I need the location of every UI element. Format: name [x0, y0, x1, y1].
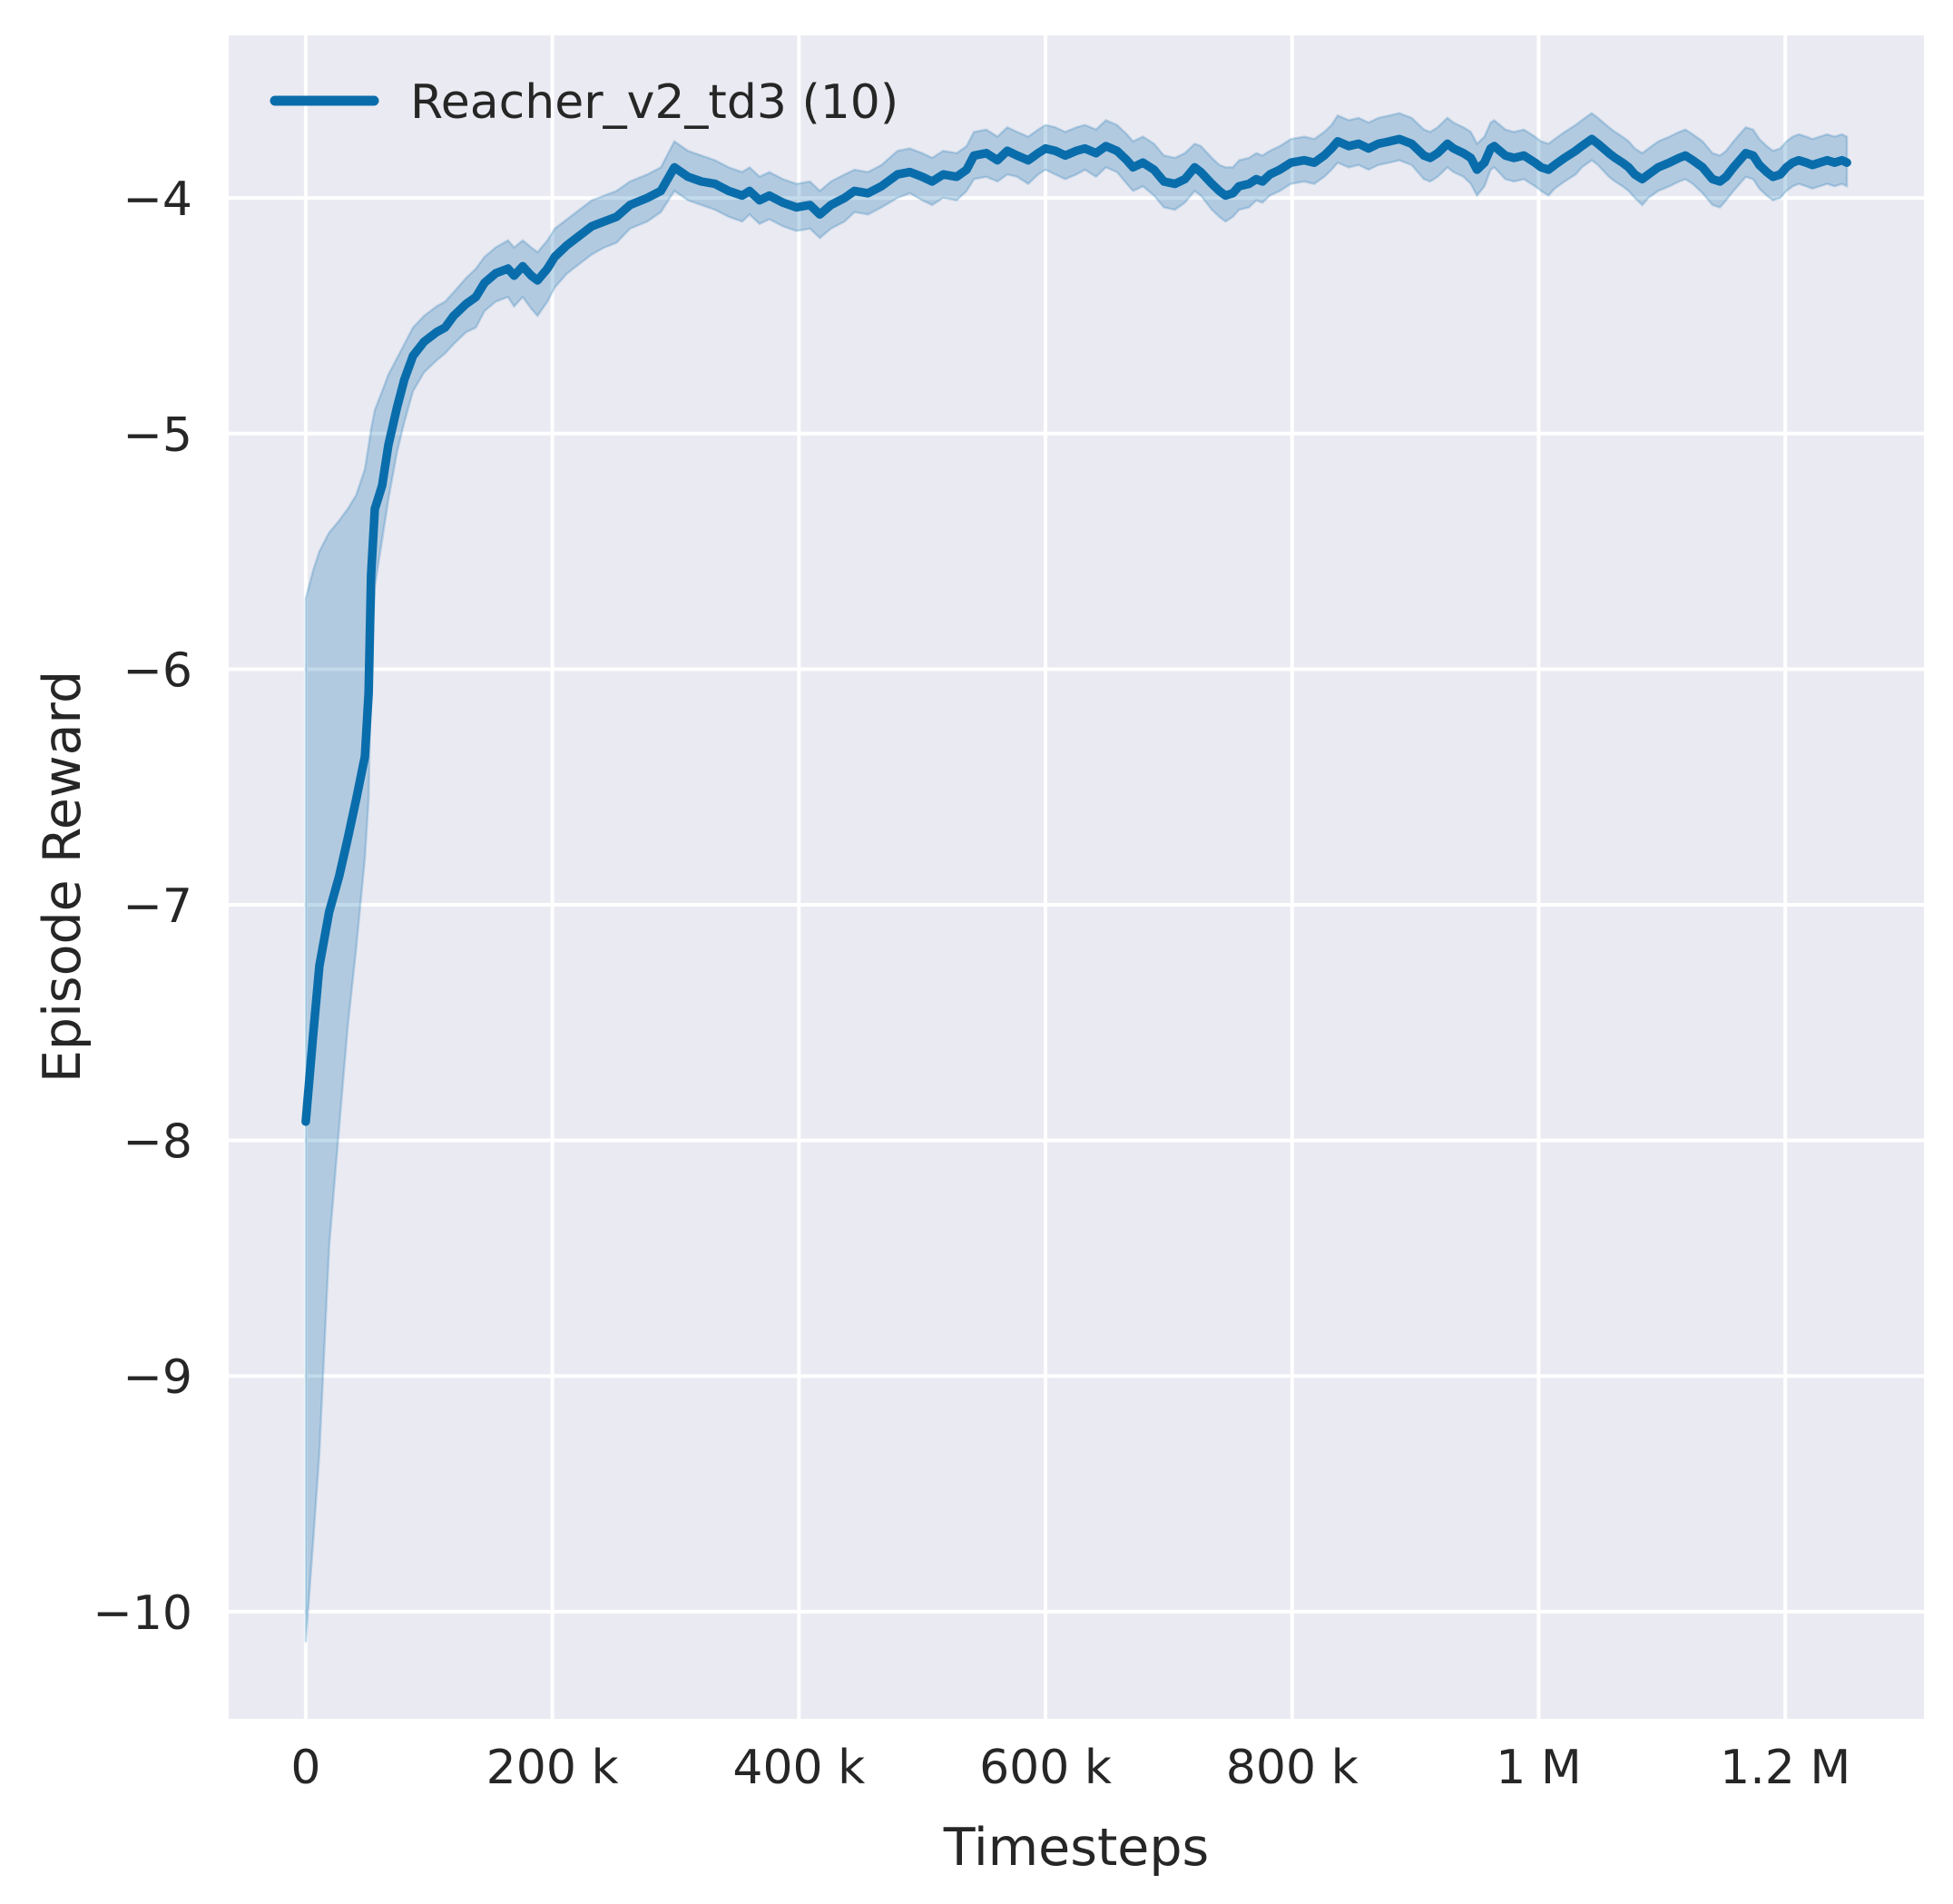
- y-axis-label: Episode Reward: [33, 671, 93, 1083]
- x-tick-label: 600 k: [979, 1741, 1112, 1795]
- x-tick-label: 200 k: [486, 1741, 619, 1795]
- reward-line: [301, 134, 1851, 1126]
- legend-label: Reacher_v2_td3 (10): [410, 75, 898, 130]
- x-tick-label: 1.2 M: [1720, 1741, 1850, 1795]
- confidence-band: [304, 112, 1849, 1643]
- y-tick-label: −5: [123, 408, 192, 463]
- y-tick-label: −8: [123, 1115, 192, 1170]
- x-axis-label: Timesteps: [943, 1818, 1210, 1878]
- x-tick-label: 400 k: [732, 1741, 865, 1795]
- x-tick-label: 1 M: [1496, 1741, 1581, 1795]
- y-tick-label: −7: [123, 879, 192, 934]
- y-tick-label: −4: [123, 172, 192, 227]
- x-tick-labels: 0 200 k 400 k 600 k 800 k 1 M 1.2 M: [290, 1741, 1850, 1795]
- x-tick-label: 800 k: [1226, 1741, 1359, 1795]
- y-tick-label: −6: [123, 643, 192, 698]
- y-tick-labels: −4 −5 −6 −7 −8 −9 −10: [93, 172, 192, 1641]
- legend: Reacher_v2_td3 (10): [270, 75, 898, 130]
- y-tick-label: −9: [123, 1350, 192, 1405]
- axes-background: [229, 35, 1924, 1719]
- y-tick-label: −10: [93, 1586, 192, 1641]
- x-tick-label: 0: [290, 1741, 320, 1795]
- grid-lines: [229, 35, 1924, 1719]
